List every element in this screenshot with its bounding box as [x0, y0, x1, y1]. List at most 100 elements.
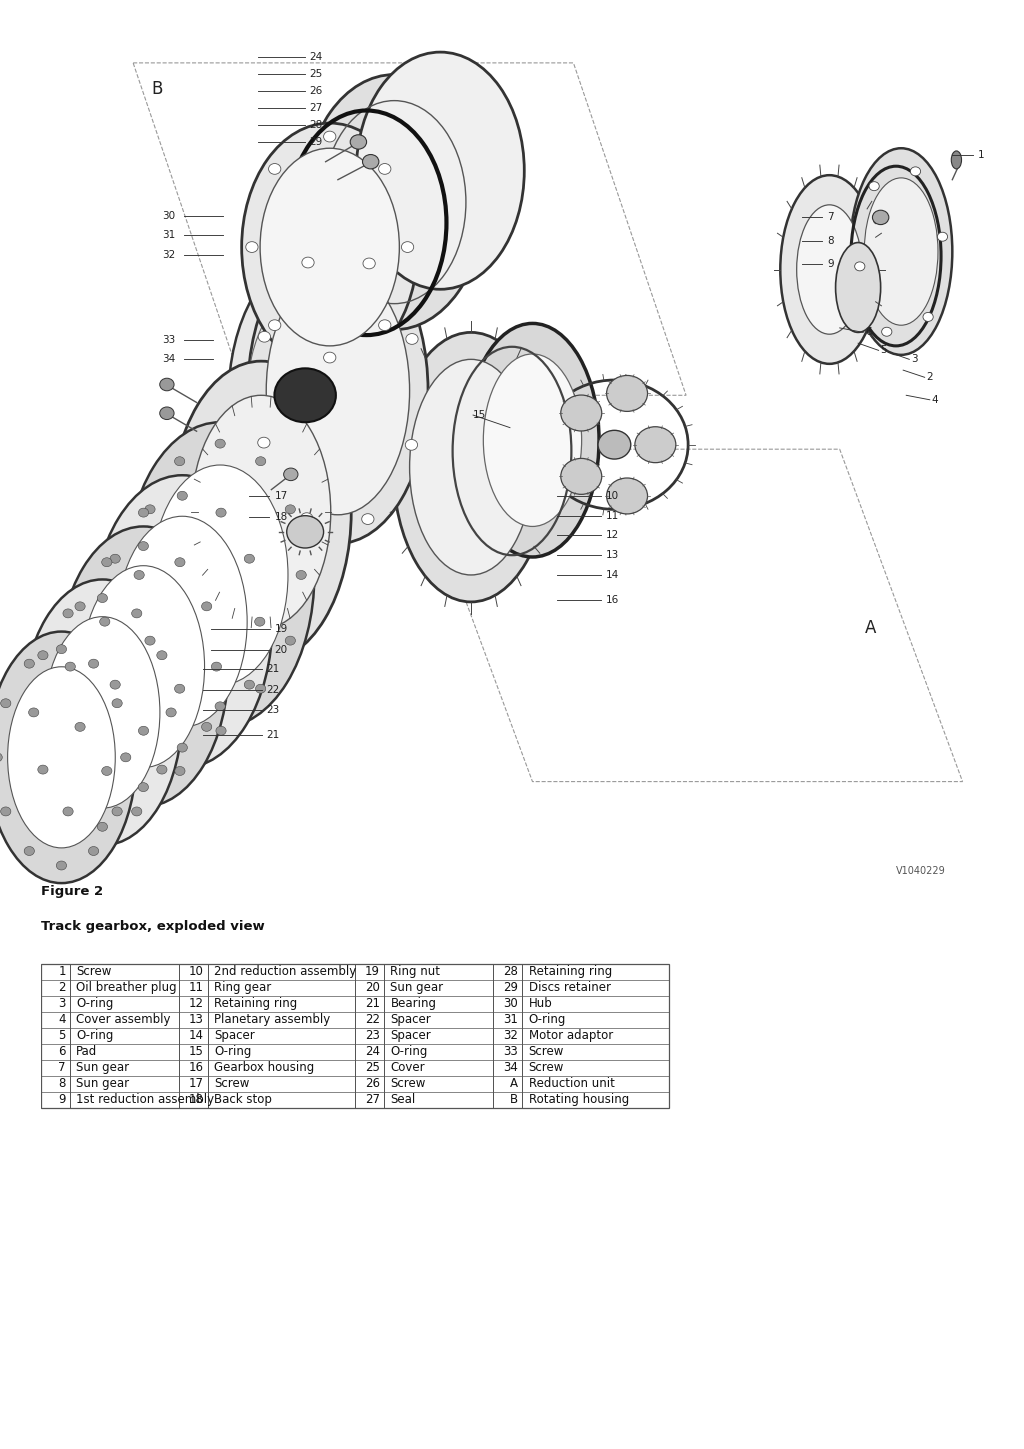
Ellipse shape: [606, 375, 647, 412]
Ellipse shape: [62, 807, 73, 816]
Text: 27: 27: [309, 103, 323, 113]
Ellipse shape: [134, 571, 144, 580]
Text: A: A: [865, 619, 877, 638]
Ellipse shape: [157, 765, 167, 774]
Text: 14: 14: [606, 569, 620, 580]
Text: 30: 30: [162, 210, 175, 220]
Text: Screw: Screw: [528, 1045, 564, 1058]
Ellipse shape: [157, 651, 167, 659]
Text: 8: 8: [58, 1077, 66, 1090]
Text: 14: 14: [188, 1029, 204, 1042]
Text: 31: 31: [162, 230, 175, 241]
Ellipse shape: [258, 332, 270, 342]
Ellipse shape: [350, 135, 367, 149]
Ellipse shape: [191, 396, 331, 629]
Text: B: B: [152, 80, 163, 99]
Text: Gearbox housing: Gearbox housing: [214, 1061, 314, 1074]
Text: Track gearbox, exploded view: Track gearbox, exploded view: [41, 920, 265, 933]
Text: 19: 19: [274, 625, 288, 633]
Ellipse shape: [177, 491, 187, 500]
Ellipse shape: [855, 262, 865, 271]
Text: 15: 15: [189, 1045, 204, 1058]
Text: 10: 10: [189, 965, 204, 978]
Ellipse shape: [301, 513, 313, 523]
Text: O-ring: O-ring: [528, 1013, 566, 1026]
Text: Rotating housing: Rotating housing: [528, 1094, 629, 1107]
Ellipse shape: [286, 636, 296, 645]
Text: 34: 34: [162, 355, 175, 364]
Ellipse shape: [29, 709, 39, 717]
Text: 6: 6: [58, 1045, 66, 1058]
Text: 21: 21: [365, 997, 380, 1010]
Text: Seal: Seal: [390, 1094, 416, 1107]
Text: 15: 15: [473, 410, 486, 420]
Ellipse shape: [0, 753, 2, 762]
Ellipse shape: [242, 123, 418, 371]
Ellipse shape: [38, 651, 48, 659]
Text: 22: 22: [266, 685, 280, 696]
Ellipse shape: [937, 232, 947, 241]
Text: Motor adaptor: Motor adaptor: [528, 1029, 612, 1042]
Ellipse shape: [118, 516, 247, 727]
Text: 24: 24: [365, 1045, 380, 1058]
Ellipse shape: [951, 151, 962, 170]
Text: Pad: Pad: [76, 1045, 97, 1058]
Text: Discs retainer: Discs retainer: [528, 981, 610, 994]
Text: Retaining ring: Retaining ring: [528, 965, 611, 978]
Text: Figure 2: Figure 2: [41, 885, 103, 898]
Ellipse shape: [99, 617, 110, 626]
Text: Cover: Cover: [390, 1061, 425, 1074]
Ellipse shape: [216, 509, 226, 517]
Ellipse shape: [23, 580, 182, 845]
Ellipse shape: [215, 701, 225, 711]
Ellipse shape: [216, 726, 226, 735]
Text: Spacer: Spacer: [390, 1029, 431, 1042]
Text: O-ring: O-ring: [390, 1045, 428, 1058]
Ellipse shape: [101, 558, 112, 567]
Text: Spacer: Spacer: [214, 1029, 255, 1042]
Ellipse shape: [25, 846, 35, 855]
Text: 21: 21: [266, 664, 280, 674]
Ellipse shape: [75, 723, 85, 732]
Text: Ring nut: Ring nut: [390, 965, 440, 978]
Text: 18: 18: [274, 511, 288, 522]
Ellipse shape: [268, 164, 281, 174]
Text: 19: 19: [365, 965, 380, 978]
Ellipse shape: [110, 680, 120, 690]
Text: 1: 1: [978, 149, 984, 159]
Ellipse shape: [923, 313, 933, 322]
Ellipse shape: [406, 333, 418, 345]
Text: 29: 29: [503, 981, 518, 994]
Ellipse shape: [38, 765, 48, 774]
Text: 24: 24: [309, 52, 323, 62]
Ellipse shape: [246, 242, 258, 252]
Ellipse shape: [850, 148, 952, 355]
Ellipse shape: [56, 861, 67, 869]
Ellipse shape: [882, 327, 892, 336]
Ellipse shape: [910, 167, 921, 175]
Ellipse shape: [88, 846, 98, 855]
Ellipse shape: [324, 352, 336, 362]
Ellipse shape: [121, 753, 131, 762]
Ellipse shape: [393, 332, 549, 601]
Ellipse shape: [287, 516, 324, 548]
Ellipse shape: [483, 354, 582, 526]
Ellipse shape: [406, 439, 418, 451]
Text: 23: 23: [266, 704, 280, 714]
Text: 30: 30: [504, 997, 518, 1010]
Ellipse shape: [132, 807, 142, 816]
Text: 9: 9: [827, 259, 834, 270]
Ellipse shape: [245, 554, 255, 564]
Text: Planetary assembly: Planetary assembly: [214, 1013, 331, 1026]
Text: 13: 13: [189, 1013, 204, 1026]
Text: 2: 2: [927, 372, 933, 383]
Text: 31: 31: [503, 1013, 518, 1026]
Text: 7: 7: [58, 1061, 66, 1074]
Ellipse shape: [25, 659, 35, 668]
Ellipse shape: [97, 822, 108, 832]
Ellipse shape: [138, 542, 148, 551]
Text: 21: 21: [266, 730, 280, 740]
Ellipse shape: [256, 684, 266, 693]
Ellipse shape: [45, 617, 160, 809]
Text: Back stop: Back stop: [214, 1094, 272, 1107]
